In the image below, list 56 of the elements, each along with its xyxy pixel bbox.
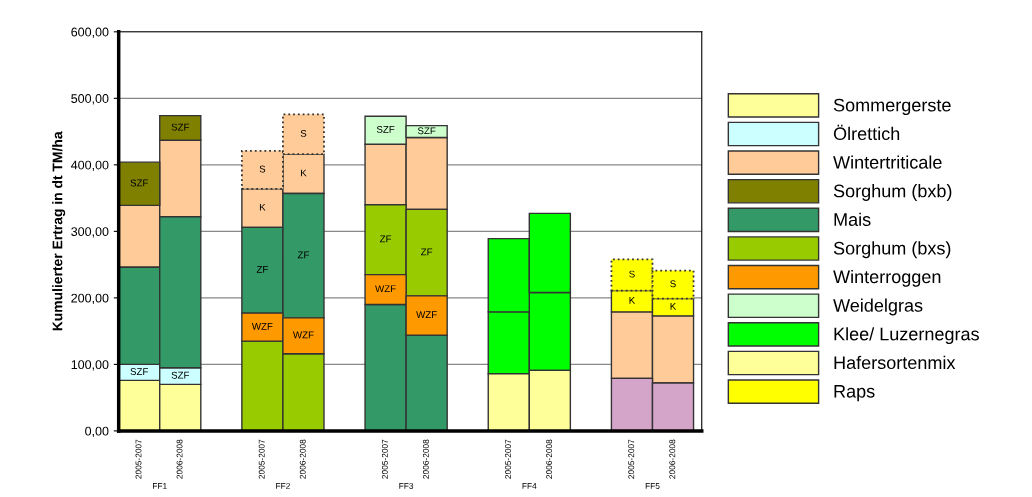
legend-label: Wintertriticale: [833, 155, 942, 169]
x-tick-label: 2005-2007: [381, 439, 388, 479]
data-label: S: [670, 280, 676, 288]
legend-label: Klee/ Luzernegras: [834, 327, 979, 345]
legend-label: Mais: [834, 212, 871, 226]
data-label: WZF: [292, 331, 314, 339]
data-label: ZF: [379, 235, 392, 243]
x-tick-label: 2005-2007: [135, 439, 142, 479]
x-tick-label: 2006-2008: [669, 439, 676, 479]
y-tick-label: 0,00: [85, 426, 109, 438]
data-label: ZF: [297, 251, 310, 259]
x-tick-label: 2005-2007: [505, 439, 512, 479]
data-label: S: [629, 270, 635, 278]
x-tick-label: 2006-2008: [422, 439, 429, 479]
y-tick-label: 300,00: [71, 227, 109, 238]
data-label: ZF: [256, 266, 268, 273]
data-label: SZF: [376, 125, 395, 133]
x-tick-label: 2006-2008: [176, 439, 183, 479]
data-label: S: [300, 129, 307, 137]
data-label: K: [629, 297, 636, 304]
legend-label: Winterroggen: [833, 269, 941, 287]
data-label: K: [670, 303, 677, 310]
data-label: SZF: [417, 127, 436, 135]
data-label: SZF: [130, 179, 148, 187]
y-tick-label: 200,00: [71, 293, 109, 304]
y-tick-label: 100,00: [71, 360, 109, 371]
data-label: SZF: [171, 123, 190, 131]
text: FF5: [645, 483, 660, 489]
data-label: SZF: [130, 368, 148, 375]
data-label: SZF: [171, 371, 190, 379]
y-tick-label: 600,00: [71, 27, 109, 38]
data-label: S: [259, 165, 266, 173]
text: FF3: [399, 483, 414, 489]
data-label: WZF: [375, 285, 396, 293]
text: FF2: [276, 483, 290, 489]
legend-label: Raps: [834, 385, 875, 402]
data-label: ZF: [421, 248, 433, 256]
legend-label: Sorghum (bxs): [833, 241, 951, 259]
legend-label: Ölrettich: [833, 124, 900, 141]
text: FF4: [522, 483, 537, 489]
text: FF1: [153, 483, 167, 489]
y-tick-label: 400,00: [71, 160, 109, 171]
x-tick-label: 2005-2007: [258, 439, 265, 479]
x-tick-label: 2005-2007: [628, 439, 635, 479]
legend-label: Sommergerste: [833, 98, 951, 116]
y-tick-label: 500,00: [71, 94, 109, 105]
data-label: WZF: [251, 322, 273, 330]
data-label: WZF: [416, 311, 437, 319]
y-axis-title: Kumulierter Ertrag in dt TM/ha: [52, 131, 66, 331]
legend-label: Sorghum (bxb): [833, 184, 952, 201]
data-label: K: [301, 169, 307, 177]
legend-label: Hafersortenmix: [834, 355, 956, 370]
x-tick-label: 2006-2008: [546, 439, 553, 479]
data-label: K: [259, 203, 266, 211]
x-tick-label: 2006-2008: [299, 439, 306, 479]
legend-label: Weidelgras: [833, 298, 923, 316]
